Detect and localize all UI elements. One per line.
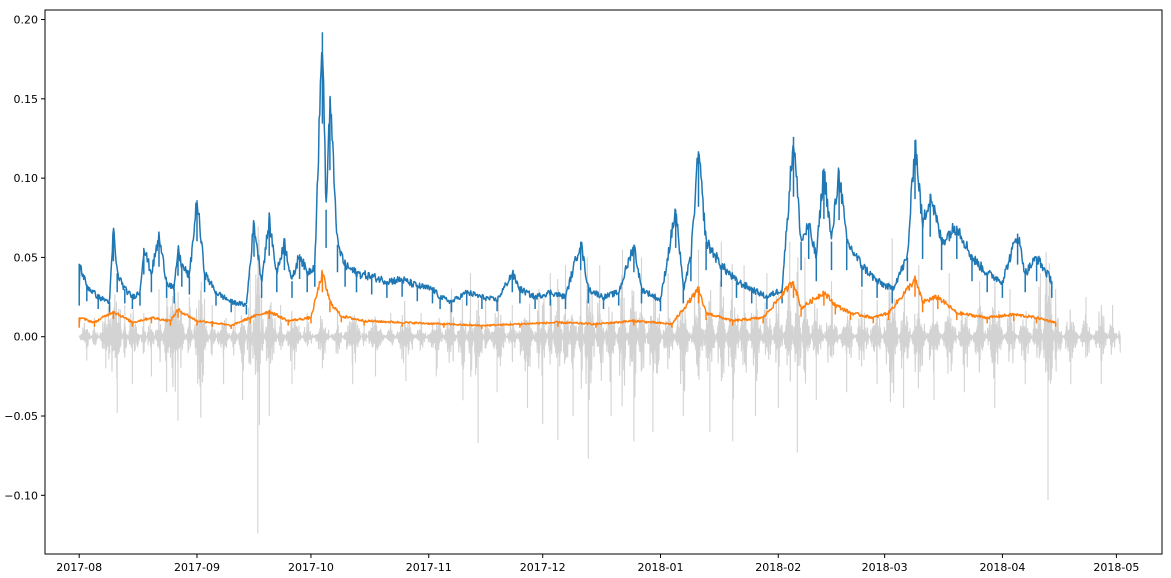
y-tick-label: 0.20 — [14, 14, 39, 27]
x-tick-label: 2017-08 — [56, 561, 102, 574]
x-tick-label: 2017-10 — [288, 561, 334, 574]
x-tick-label: 2017-12 — [520, 561, 566, 574]
plot-series — [78, 32, 1121, 534]
y-tick-label: 0.10 — [14, 172, 39, 185]
x-tick-label: 2018-01 — [638, 561, 684, 574]
x-tick-label: 2018-03 — [862, 561, 908, 574]
x-tick-label: 2018-04 — [979, 561, 1025, 574]
plot-frame — [44, 9, 1163, 555]
y-tick-label: 0.00 — [14, 331, 39, 344]
y-tick-label: −0.10 — [4, 489, 38, 502]
y-tick-label: −0.05 — [4, 410, 38, 423]
y-tick-label: 0.15 — [14, 93, 39, 106]
x-axis: 2017-08 2017-09 2017-10 2017-11 2017-12 2018-… — [56, 554, 1139, 574]
x-tick-label: 2017-11 — [406, 561, 452, 574]
x-tick-label: 2018-02 — [755, 561, 801, 574]
x-tick-label: 2018-05 — [1093, 561, 1139, 574]
series-line-2 — [78, 269, 1057, 329]
x-tick-label: 2017-09 — [174, 561, 220, 574]
series-line-1 — [78, 32, 1053, 315]
y-tick-label: 0.05 — [14, 251, 39, 264]
y-axis: −0.10 −0.05 0.00 0.05 0.10 0.15 0.20 — [4, 14, 45, 502]
series-line-0 — [78, 226, 1121, 534]
